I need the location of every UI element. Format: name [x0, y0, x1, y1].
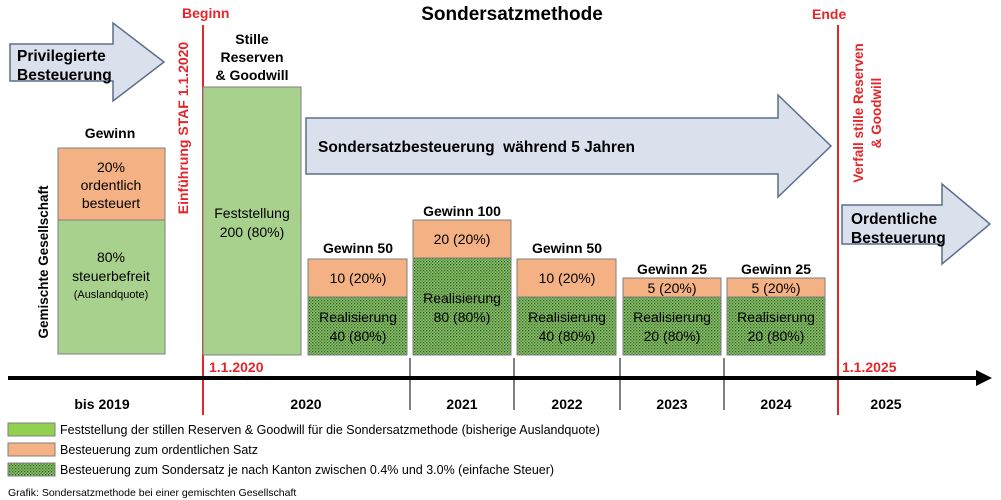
- timeline-arrowhead: [976, 370, 992, 386]
- year-heading: Gewinn 50: [532, 240, 602, 256]
- begin-label: Beginn: [182, 5, 229, 21]
- before-ordinary-box: [57, 147, 166, 221]
- year-2021-block: Gewinn 100 20 (20%) Realisierung 80 (80%…: [412, 203, 512, 356]
- special-box: [622, 296, 722, 356]
- timeline-label-5: 2024: [760, 396, 791, 412]
- special-line-1: Realisierung: [319, 309, 397, 325]
- before-heading: Gewinn: [85, 125, 136, 141]
- year-2023-block: Gewinn 25 5 (20%) Realisierung 20 (80%): [622, 261, 722, 356]
- ordinary-value: 10 (20%): [330, 270, 387, 286]
- special-line-1: Realisierung: [528, 309, 606, 325]
- ordinary-line-1: Ordentliche: [851, 211, 938, 228]
- special-taxation-arrow: Sondersatzbesteuerung während 5 Jahren: [305, 93, 833, 199]
- date-end-label: 1.1.2025: [842, 359, 897, 375]
- year-2022-block: Gewinn 50 10 (20%) Realisierung 40 (80%): [516, 240, 617, 356]
- special-line-2: 40 (80%): [539, 328, 596, 344]
- verfall-vertical-line-2: & Goodwill: [869, 78, 884, 149]
- ordinary-value: 10 (20%): [539, 270, 596, 286]
- timeline-label-1: 2020: [290, 396, 321, 412]
- year-heading: Gewinn 50: [323, 240, 393, 256]
- company-vertical-label: Gemischte Gesellschaft: [36, 185, 51, 339]
- special-line-2: 20 (80%): [644, 328, 701, 344]
- before-exempt-line-1: 80%: [97, 249, 125, 265]
- legend-label-orange: Besteuerung zum ordentlichen Satz: [60, 443, 258, 457]
- legend-label-green: Feststellung der stillen Reserven & Good…: [60, 423, 600, 437]
- ordinary-line-2: Besteuerung: [851, 230, 946, 247]
- special-line-1: Realisierung: [633, 309, 711, 325]
- before-exempt-line-3: (Auslandquote): [74, 289, 149, 301]
- year-2024-block: Gewinn 25 5 (20%) Realisierung 20 (80%): [726, 261, 826, 356]
- special-box: [412, 257, 512, 356]
- before-ordinary-line-2: ordentlich: [81, 177, 142, 193]
- special-box: [726, 296, 826, 356]
- privileged-taxation-arrow: Privilegierte Besteuerung: [9, 21, 166, 103]
- special-line-2: 80 (80%): [434, 309, 491, 325]
- legend-swatch-orange: [7, 442, 56, 457]
- before-ordinary-line-1: 20%: [97, 159, 125, 175]
- feststellung-box: [202, 86, 302, 356]
- legend-swatch-green: [7, 422, 56, 437]
- year-heading: Gewinn 25: [637, 261, 707, 277]
- special-line-2: 40 (80%): [330, 328, 387, 344]
- legend: Feststellung der stillen Reserven & Good…: [7, 422, 600, 477]
- year-heading: Gewinn 100: [423, 203, 501, 219]
- legend-swatch-dotted: [7, 462, 56, 477]
- caption: Grafik: Sondersatzmethode bei einer gemi…: [8, 487, 296, 499]
- diagram-title: Sondersatzmethode: [421, 4, 603, 25]
- before-ordinary-line-3: besteuert: [82, 195, 140, 211]
- special-box: [516, 296, 617, 356]
- year-heading: Gewinn 25: [741, 261, 811, 277]
- special-taxation-label: Sondersatzbesteuerung während 5 Jahren: [318, 139, 635, 156]
- timeline-label-2: 2021: [446, 396, 477, 412]
- feststellung-heading-1: Stille: [235, 31, 269, 47]
- verfall-vertical-line-1: Verfall stille Reserven: [851, 43, 866, 183]
- timeline-label-6: 2025: [870, 396, 901, 412]
- special-box: [307, 296, 408, 356]
- ordinary-taxation-arrow: Ordentliche Besteuerung: [841, 182, 992, 266]
- feststellung-heading-2: Reserven: [220, 49, 283, 65]
- feststellung-line-1: Feststellung: [214, 205, 289, 221]
- end-label: Ende: [812, 6, 846, 22]
- special-line-1: Realisierung: [423, 290, 501, 306]
- special-line-2: 20 (80%): [748, 328, 805, 344]
- feststellung-heading-3: & Goodwill: [215, 67, 288, 83]
- timeline-label-3: 2022: [551, 396, 582, 412]
- before-exempt-line-2: steuerbefreit: [72, 268, 150, 284]
- date-begin-label: 1.1.2020: [209, 359, 264, 375]
- feststellung-line-2: 200 (80%): [220, 224, 285, 240]
- staf-vertical-label: Einführung STAF 1.1.2020: [175, 42, 191, 215]
- privileged-line-2: Besteuerung: [17, 67, 112, 84]
- ordinary-value: 5 (20%): [751, 280, 800, 296]
- ordinary-value: 20 (20%): [434, 231, 491, 247]
- timeline-label-0: bis 2019: [74, 396, 129, 412]
- legend-label-dotted: Besteuerung zum Sondersatz je nach Kanto…: [60, 463, 554, 477]
- ordinary-value: 5 (20%): [647, 280, 696, 296]
- special-line-1: Realisierung: [737, 309, 815, 325]
- privileged-line-1: Privilegierte: [17, 48, 106, 65]
- before-exempt-box: [57, 219, 166, 355]
- timeline-label-4: 2023: [656, 396, 687, 412]
- year-2020-block: Gewinn 50 10 (20%) Realisierung 40 (80%): [307, 240, 408, 356]
